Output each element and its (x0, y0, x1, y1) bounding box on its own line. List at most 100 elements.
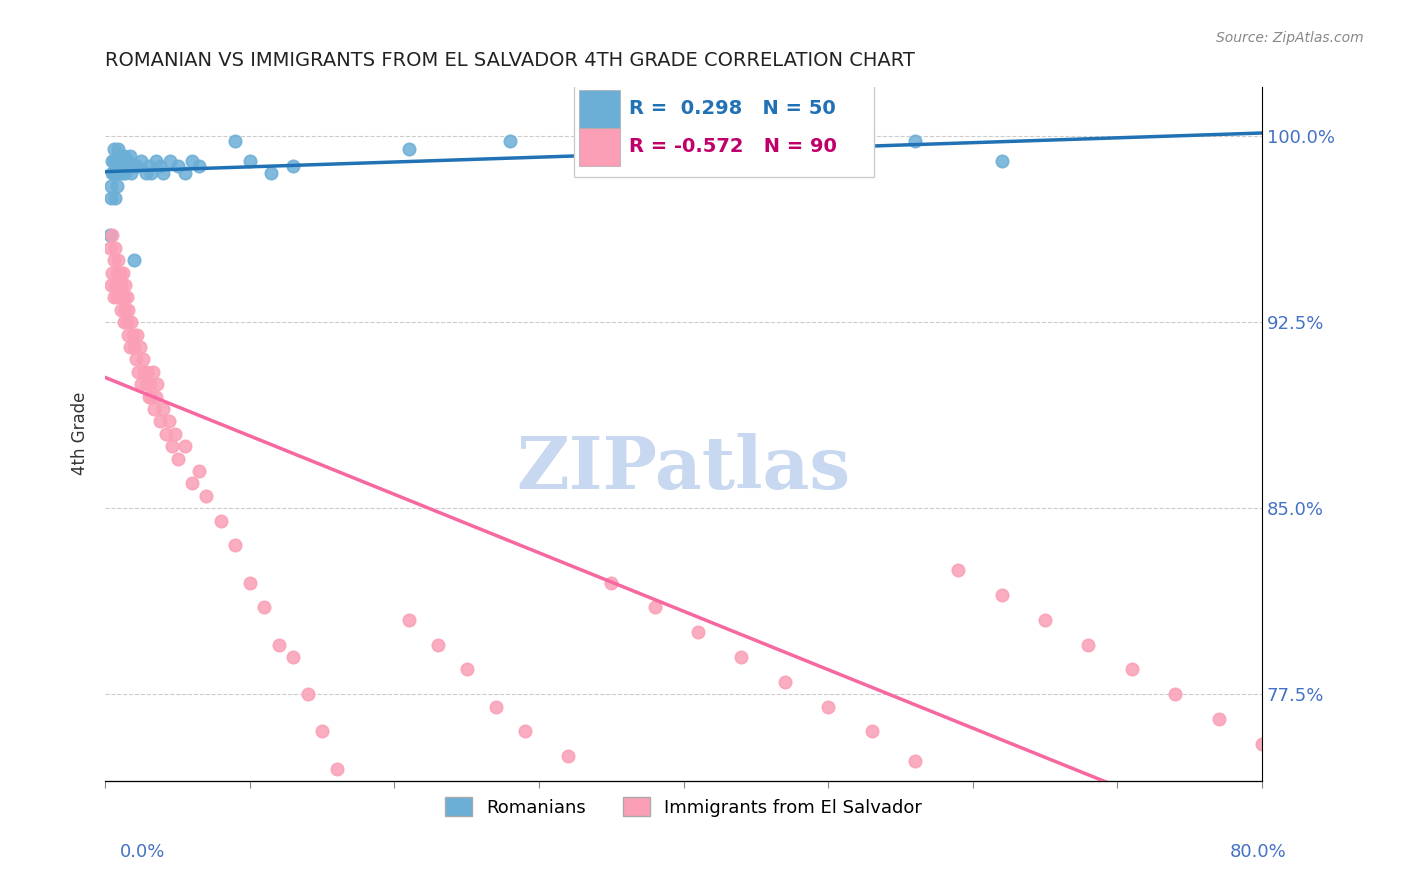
Point (131, 153, 153, 168)
Point (145, 390, 167, 404)
Point (122, 253, 145, 268)
Point (115, 159, 138, 173)
Point (129, 340, 152, 354)
Text: R =  0.298   N = 50: R = 0.298 N = 50 (630, 99, 837, 119)
Point (600, 575, 623, 590)
Point (103, 253, 125, 268)
Point (100, 191, 122, 205)
Point (125, 159, 148, 173)
Point (159, 153, 181, 168)
Point (209, 514, 232, 528)
Point (224, 538, 246, 552)
FancyBboxPatch shape (579, 90, 620, 128)
Point (107, 253, 129, 268)
Point (110, 149, 132, 163)
Point (990, 153, 1012, 168)
Point (108, 153, 131, 168)
Text: R = -0.572   N = 90: R = -0.572 N = 90 (630, 137, 837, 156)
Point (283, 159, 305, 173)
Point (484, 699, 506, 714)
Point (173, 439, 195, 453)
Point (600, 149, 623, 163)
Point (1077, 638, 1099, 652)
Point (108, 266, 131, 280)
Point (513, 724, 536, 739)
Point (181, 476, 204, 491)
Point (111, 266, 134, 280)
Point (267, 638, 290, 652)
Point (152, 401, 174, 416)
Point (456, 662, 478, 676)
Point (157, 414, 180, 428)
Point (110, 159, 132, 173)
Point (125, 327, 148, 342)
Point (149, 414, 172, 428)
Point (155, 426, 177, 441)
Point (181, 153, 204, 168)
Point (173, 166, 195, 180)
Point (138, 390, 160, 404)
Point (152, 166, 174, 180)
Point (398, 613, 420, 627)
Point (101, 228, 124, 243)
Point (110, 302, 132, 317)
Point (149, 159, 172, 173)
Point (426, 638, 449, 652)
Point (104, 277, 127, 292)
Point (110, 277, 132, 292)
Point (260, 166, 283, 180)
Point (107, 277, 129, 292)
Point (104, 241, 127, 255)
Y-axis label: 4th Grade: 4th Grade (72, 392, 89, 475)
Point (112, 290, 135, 304)
Legend: Romanians, Immigrants from El Salvador: Romanians, Immigrants from El Salvador (437, 790, 929, 824)
Point (135, 377, 157, 392)
Point (138, 159, 160, 173)
Point (121, 159, 143, 173)
Point (773, 674, 796, 689)
Point (195, 489, 218, 503)
Point (990, 588, 1012, 602)
Point (114, 302, 136, 317)
Point (98, 228, 121, 243)
Point (325, 762, 347, 776)
Point (1121, 662, 1143, 676)
Point (904, 754, 927, 768)
Point (1208, 712, 1230, 726)
Point (104, 166, 127, 180)
Point (117, 302, 139, 317)
Point (146, 377, 169, 392)
Text: ROMANIAN VS IMMIGRANTS FROM EL SALVADOR 4TH GRADE CORRELATION CHART: ROMANIAN VS IMMIGRANTS FROM EL SALVADOR … (105, 51, 915, 70)
Point (239, 153, 262, 168)
Point (686, 625, 709, 640)
Point (499, 134, 522, 148)
Point (1033, 613, 1056, 627)
Point (131, 377, 153, 392)
Point (103, 142, 125, 156)
Point (368, 848, 391, 863)
Point (114, 166, 136, 180)
Point (117, 153, 139, 168)
Point (118, 149, 141, 163)
Point (188, 159, 211, 173)
Point (107, 153, 129, 168)
Text: 0.0%: 0.0% (120, 843, 165, 861)
Point (311, 724, 333, 739)
Point (730, 650, 752, 665)
Point (143, 401, 166, 416)
Point (948, 563, 970, 577)
Point (103, 153, 125, 168)
Point (139, 377, 162, 392)
Point (904, 134, 927, 148)
Point (141, 166, 163, 180)
Point (117, 327, 139, 342)
Point (557, 749, 579, 764)
Point (101, 266, 124, 280)
Point (100, 277, 122, 292)
Point (860, 724, 883, 739)
Point (142, 365, 165, 379)
Point (817, 699, 839, 714)
Point (398, 142, 420, 156)
Point (124, 352, 146, 367)
Point (1251, 737, 1274, 751)
